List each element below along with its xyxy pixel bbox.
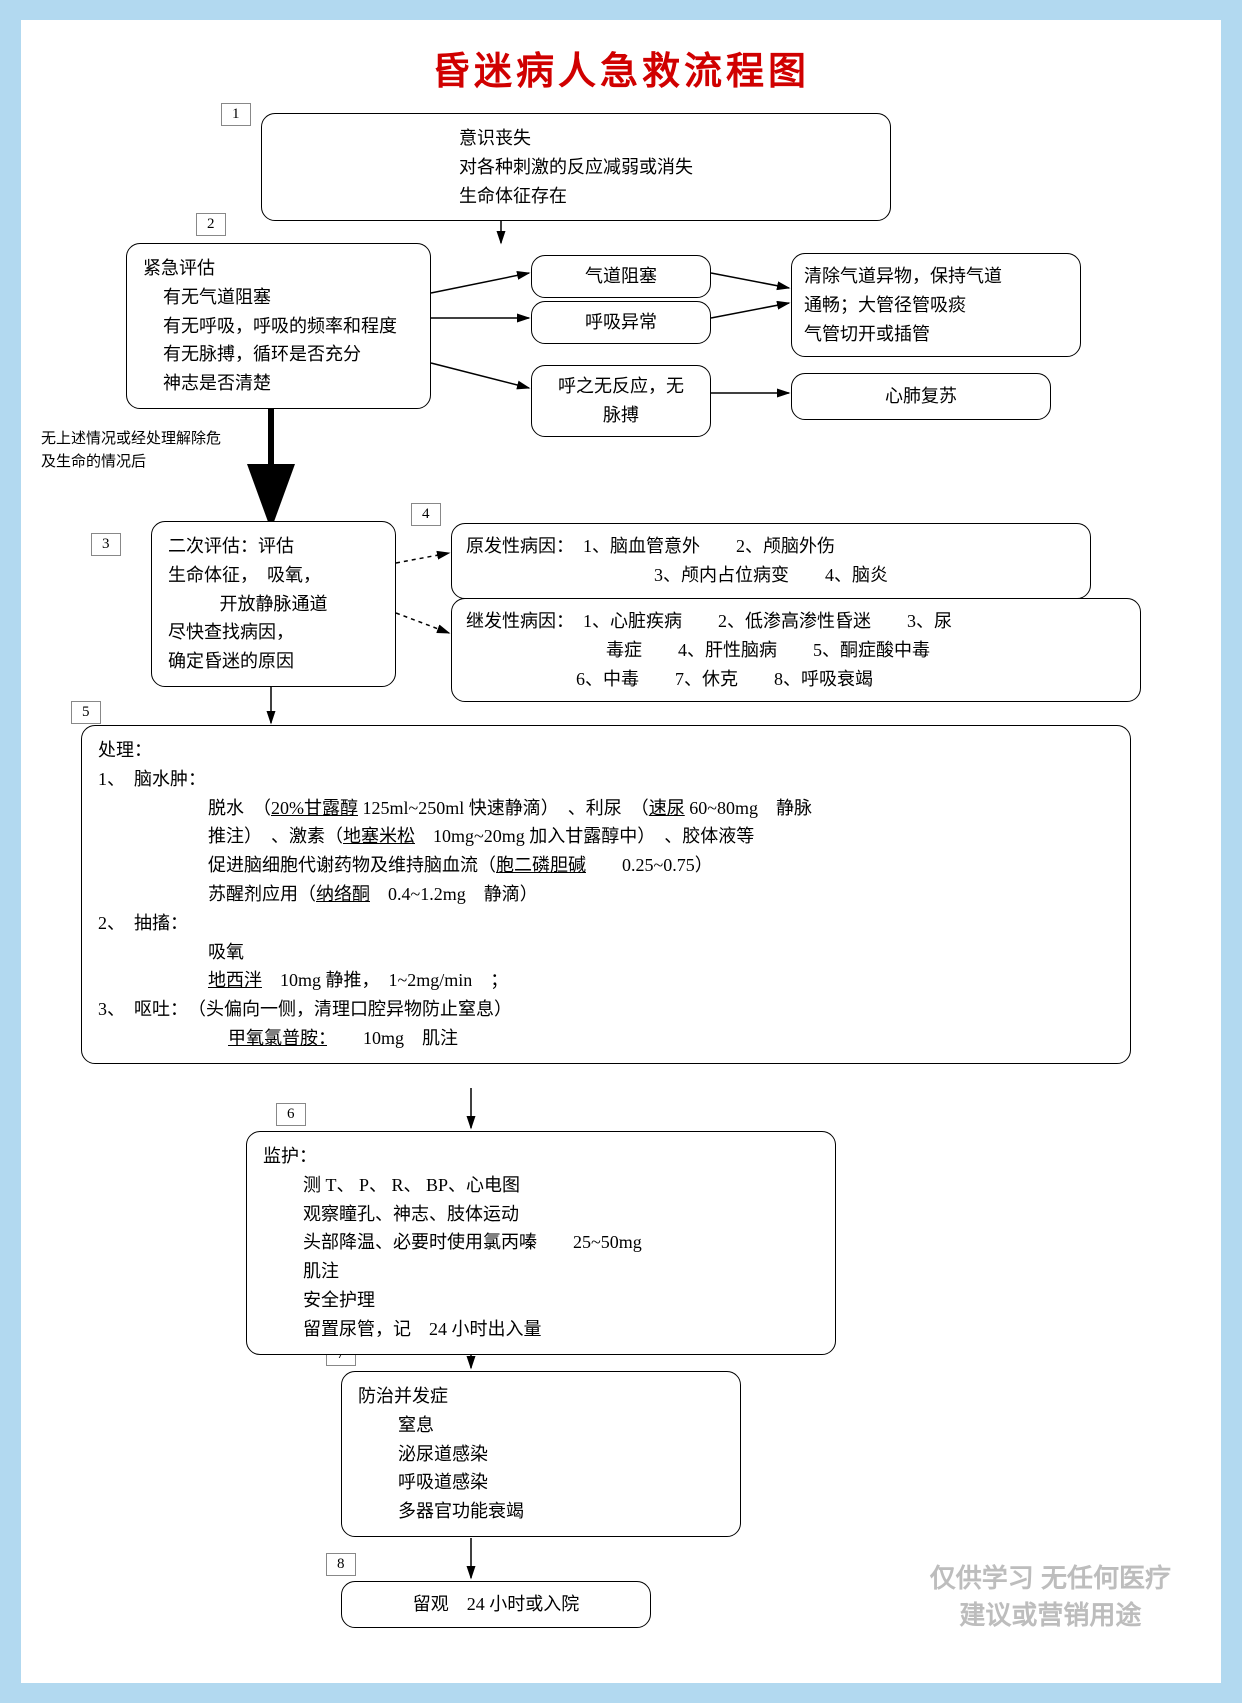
flowchart-canvas: 1 2 3 4 5 6 7 8 意识丧失 对各种刺激的反应减弱或消失 生命体征存… (51, 103, 1191, 1643)
step2-line2: 有无呼吸，呼吸的频率和程度 (163, 312, 414, 341)
step2-line4: 神志是否清楚 (163, 369, 414, 398)
label-6: 6 (276, 1103, 306, 1126)
node-step7-prevent: 防治并发症 窒息 泌尿道感染 呼吸道感染 多器官功能衰竭 (341, 1371, 741, 1537)
annot-l2: 及生命的情况后 (41, 451, 281, 474)
secondary-l2: 毒症 4、肝性脑病 5、酮症酸中毒 (466, 636, 1126, 665)
label-3: 3 (91, 533, 121, 556)
s6-l6: 留置尿管，记 24 小时出入量 (303, 1315, 819, 1344)
s5-1: 1、 脑水肿： (98, 765, 1114, 794)
s6-l1: 测 T、 P、 R、 BP、心电图 (303, 1171, 819, 1200)
secondary-l1: 继发性病因： 1、心脏疾病 2、低渗高渗性昏迷 3、尿 (466, 607, 1126, 636)
s6-l3: 头部降温、必要时使用氯丙嗪 25~50mg (303, 1228, 819, 1257)
step3-l2: 生命体征， 吸氧， (168, 561, 379, 590)
s6-l4: 肌注 (303, 1257, 819, 1286)
nopulse-l2: 脉搏 (540, 401, 702, 430)
step3-l1: 二次评估：评估 (168, 532, 379, 561)
step1-line3: 生命体征存在 (459, 182, 693, 211)
node-step8-observe: 留观 24 小时或入院 (341, 1581, 651, 1628)
s7-l3: 呼吸道感染 (398, 1468, 724, 1497)
page-title: 昏迷病人急救流程图 (51, 40, 1191, 95)
s5-2: 2、 抽搐： (98, 909, 1114, 938)
page: 昏迷病人急救流程图 (21, 20, 1221, 1683)
watermark: 仅供学习 无任何医疗 建议或营销用途 (930, 1560, 1171, 1633)
step2-line3: 有无脉搏，循环是否充分 (163, 340, 414, 369)
s7-l1: 窒息 (398, 1411, 724, 1440)
s5-1d: 苏醒剂应用（纳络酮 0.4~1.2mg 静滴） (98, 880, 1114, 909)
step1-line2: 对各种刺激的反应减弱或消失 (459, 153, 693, 182)
s5-3a: 甲氧氯普胺： 10mg 肌注 (98, 1024, 1114, 1053)
s5-2b: 地西泮 10mg 静推， 1~2mg/min ； (98, 966, 1114, 995)
node-step1: 意识丧失 对各种刺激的反应减弱或消失 生命体征存在 (261, 113, 891, 221)
step2-title: 紧急评估 (143, 254, 414, 283)
s6-l2: 观察瞳孔、神志、肢体运动 (303, 1200, 819, 1229)
s7-l2: 泌尿道感染 (398, 1440, 724, 1469)
annotation-no-danger: 无上述情况或经处理解除危 及生命的情况后 (41, 428, 281, 473)
label-2: 2 (196, 213, 226, 236)
step3-l4: 尽快查找病因， (168, 618, 379, 647)
label-1: 1 (221, 103, 251, 126)
primary-l2: 3、颅内占位病变 4、脑炎 (466, 561, 1076, 590)
primary-l1: 原发性病因： 1、脑血管意外 2、颅脑外伤 (466, 532, 1076, 561)
s5-3: 3、 呕吐： （头偏向一侧，清理口腔异物防止窒息） (98, 995, 1114, 1024)
s5-2a: 吸氧 (98, 938, 1114, 967)
secondary-l3: 6、中毒 7、休克 8、呼吸衰竭 (466, 665, 1126, 694)
watermark-l1: 仅供学习 无任何医疗 (930, 1560, 1171, 1596)
s7-title: 防治并发症 (358, 1382, 724, 1411)
node-step3: 二次评估：评估 生命体征， 吸氧， 开放静脉通道 尽快查找病因， 确定昏迷的原因 (151, 521, 396, 687)
step3-l3: 开放静脉通道 (168, 590, 379, 619)
clear-l2: 通畅；大管径管吸痰 (804, 291, 1068, 320)
label-4: 4 (411, 503, 441, 526)
s5-1b: 推注） 、激素（地塞米松 10mg~20mg 加入甘露醇中） 、胶体液等 (98, 822, 1114, 851)
s6-l5: 安全护理 (303, 1286, 819, 1315)
node-nopulse: 呼之无反应，无 脉搏 (531, 365, 711, 437)
s7-l4: 多器官功能衰竭 (398, 1497, 724, 1526)
label-8: 8 (326, 1553, 356, 1576)
node-secondary-cause: 继发性病因： 1、心脏疾病 2、低渗高渗性昏迷 3、尿 毒症 4、肝性脑病 5、… (451, 598, 1141, 702)
node-airway: 气道阻塞 (531, 255, 711, 298)
clear-l3: 气管切开或插管 (804, 320, 1068, 349)
s6-title: 监护： (263, 1142, 819, 1171)
s5-title: 处理： (98, 736, 1114, 765)
clear-l1: 清除气道异物，保持气道 (804, 262, 1068, 291)
step3-l5: 确定昏迷的原因 (168, 647, 379, 676)
step1-line1: 意识丧失 (459, 124, 693, 153)
node-step2: 紧急评估 有无气道阻塞 有无呼吸，呼吸的频率和程度 有无脉搏，循环是否充分 神志… (126, 243, 431, 409)
s5-1a: 脱水 （20%甘露醇 125ml~250ml 快速静滴） 、利尿 （速尿 60~… (98, 794, 1114, 823)
step2-line1: 有无气道阻塞 (163, 283, 414, 312)
node-step5-treatment: 处理： 1、 脑水肿： 脱水 （20%甘露醇 125ml~250ml 快速静滴）… (81, 725, 1131, 1064)
s5-1c: 促进脑细胞代谢药物及维持脑血流（胞二磷胆碱 0.25~0.75） (98, 851, 1114, 880)
node-step6-monitor: 监护： 测 T、 P、 R、 BP、心电图 观察瞳孔、神志、肢体运动 头部降温、… (246, 1131, 836, 1355)
node-clear-airway: 清除气道异物，保持气道 通畅；大管径管吸痰 气管切开或插管 (791, 253, 1081, 357)
node-cpr: 心肺复苏 (791, 373, 1051, 420)
watermark-l2: 建议或营销用途 (930, 1597, 1171, 1633)
label-5: 5 (71, 701, 101, 724)
node-primary-cause: 原发性病因： 1、脑血管意外 2、颅脑外伤 3、颅内占位病变 4、脑炎 (451, 523, 1091, 599)
annot-l1: 无上述情况或经处理解除危 (41, 428, 281, 451)
node-breath: 呼吸异常 (531, 301, 711, 344)
nopulse-l1: 呼之无反应，无 (540, 372, 702, 401)
